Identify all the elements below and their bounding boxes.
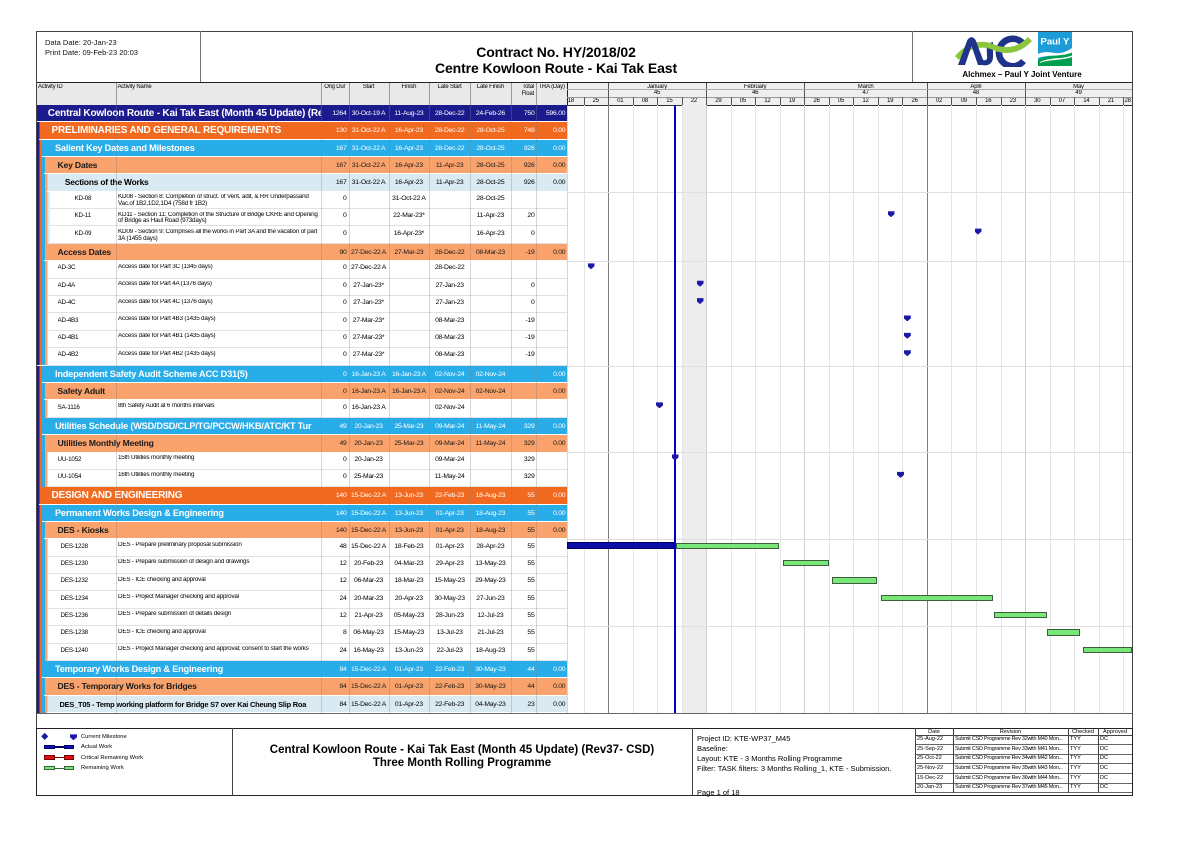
svg-text:Paul Y: Paul Y [1041, 36, 1071, 47]
